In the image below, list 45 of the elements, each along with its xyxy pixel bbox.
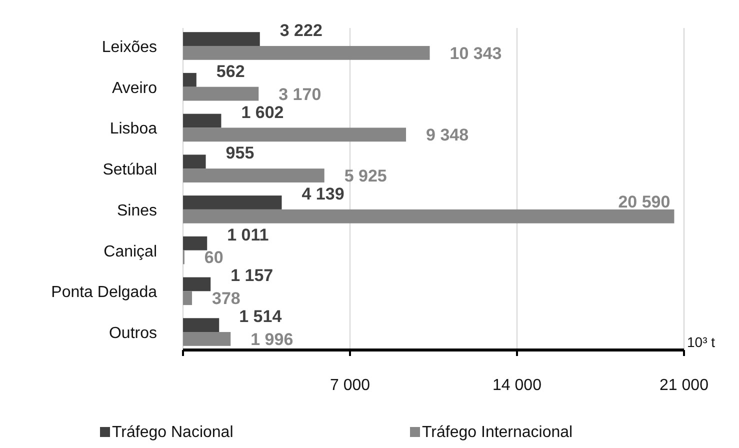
legend-label: Tráfego Internacional (422, 424, 573, 441)
data-label: 20 590 (618, 192, 670, 212)
data-label: 3 222 (280, 21, 322, 40)
data-label: 1 011 (227, 225, 269, 244)
bar (183, 236, 208, 250)
y-tick-label: Sines (116, 202, 157, 220)
data-label: 1 996 (250, 330, 294, 349)
data-label: 1 602 (241, 102, 284, 122)
legend-label: Tráfego Nacional (112, 424, 234, 441)
data-label: 9 348 (426, 126, 469, 145)
data-label: 3 170 (278, 84, 322, 104)
y-tick-label: Ponta Delgada (51, 284, 158, 302)
data-label: 562 (216, 62, 245, 81)
bar (183, 46, 430, 60)
data-label: 1 157 (230, 266, 274, 286)
data-label: 1 514 (239, 307, 282, 326)
y-tick-label: Leixões (102, 38, 157, 56)
data-label: 5 925 (344, 166, 387, 186)
bar (183, 114, 222, 128)
y-tick-label: Aveiro (112, 80, 158, 97)
y-tick-label: Caniçal (104, 243, 157, 260)
x-tick-label: 7 000 (330, 377, 370, 394)
data-label: 10 343 (450, 44, 502, 63)
data-label: 955 (226, 144, 254, 163)
data-label: 4 139 (302, 184, 344, 204)
y-tick-label: Lisboa (110, 120, 158, 138)
x-tick-label: 21 000 (660, 377, 709, 394)
bar (183, 32, 260, 46)
x-tick-label: 14 000 (492, 377, 542, 394)
bar (183, 291, 192, 306)
y-tick-label: Outros (108, 325, 157, 342)
y-tick-label: Setúbal (102, 162, 157, 179)
bar (183, 318, 220, 332)
bar (183, 168, 324, 182)
bar (183, 72, 196, 87)
bar (183, 332, 231, 346)
bar (183, 86, 259, 101)
data-label: 60 (204, 248, 224, 268)
bar (183, 154, 206, 169)
bar (183, 277, 211, 292)
bar (183, 209, 674, 224)
bar (183, 196, 282, 210)
bar (183, 128, 406, 142)
x-axis-title: 10³ t (687, 334, 716, 350)
data-label: 378 (212, 289, 240, 308)
